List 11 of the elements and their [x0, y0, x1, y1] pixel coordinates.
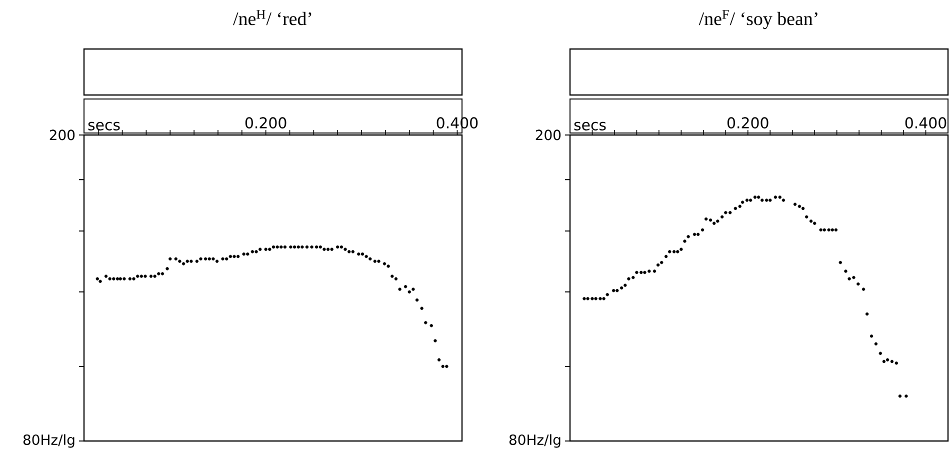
- y-tick-label: 80Hz/lg: [509, 434, 560, 448]
- x-axis-title: secs: [88, 122, 120, 130]
- y-tick-label: 80Hz/lg: [23, 434, 74, 448]
- x-tick-label: 0.200: [727, 117, 768, 128]
- y-tick-label: 200: [536, 130, 561, 140]
- x-tick-label: 0.400: [905, 117, 946, 128]
- x-axis-title: secs: [574, 122, 606, 130]
- chart-title: /ne$^{H}$/ ‘red’: [233, 10, 312, 26]
- x-tick-label: 0.200: [245, 117, 286, 128]
- y-tick-label: 200: [50, 130, 75, 140]
- chart-title: /ne$^{F}$/ ‘soy bean’: [698, 10, 818, 30]
